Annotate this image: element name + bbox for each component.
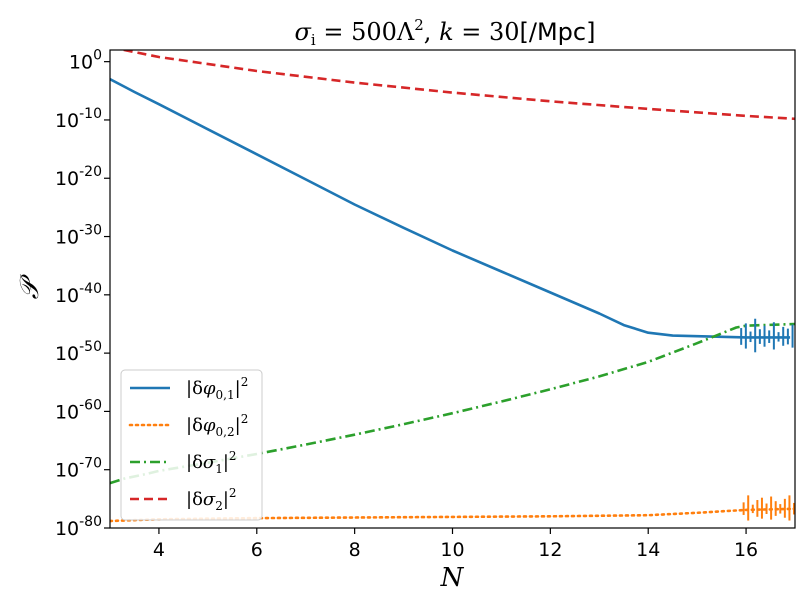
y-tick-label: 100 <box>69 48 102 74</box>
y-tick-label: 10-70 <box>55 456 102 482</box>
y-tick-label: 10-80 <box>55 514 102 540</box>
series-line-4 <box>117 50 795 121</box>
legend-label-1: |δφ0,1|2 <box>186 375 248 402</box>
plot-frame <box>109 49 796 529</box>
series-line-3 <box>110 322 795 485</box>
legend-label-3: |δσ1|2 <box>186 449 237 476</box>
x-tick-label: 4 <box>153 539 165 561</box>
y-tick-label: 10-40 <box>55 281 102 307</box>
chart-title: σi = 500Λ2, k = 30[/Mpc] <box>295 16 596 49</box>
y-tick-label: 10-30 <box>55 223 102 249</box>
series-line-1 <box>110 77 791 339</box>
legend-label-2: |δφ0,2|2 <box>186 412 248 439</box>
x-tick-label: 12 <box>538 539 562 561</box>
x-tick-label: 16 <box>734 539 758 561</box>
legend-box <box>120 369 263 521</box>
legend-label-4: |δσ2|2 <box>186 486 237 513</box>
legend: |δφ0,1|2 |δφ0,2|2 |δσ1|2 |δσ2|2 <box>120 369 263 521</box>
y-tick-label: 10-10 <box>55 106 102 132</box>
y-tick-label: 10-50 <box>55 339 102 365</box>
x-tick-label: 14 <box>636 539 660 561</box>
x-tick-label: 8 <box>349 539 361 561</box>
x-tick-label: 6 <box>251 539 263 561</box>
x-tick-label: 10 <box>440 539 464 561</box>
x-axis-title: N <box>440 563 465 593</box>
y-tick-label: 10-60 <box>55 397 102 423</box>
y-tick-label: 10-20 <box>55 164 102 190</box>
